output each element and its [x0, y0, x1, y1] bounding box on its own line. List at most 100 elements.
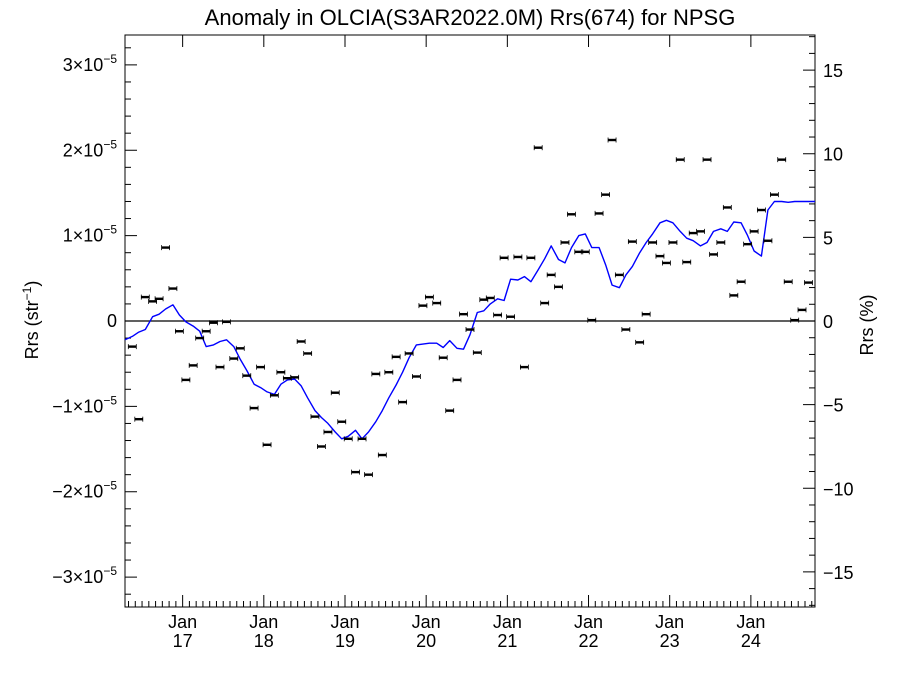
data-point-marker — [615, 273, 624, 277]
data-point — [506, 314, 515, 320]
data-point — [682, 259, 692, 265]
x-tick-year-label: 21 — [497, 631, 517, 651]
y-tick-label: −3×10−5 — [52, 564, 117, 587]
data-point — [310, 414, 320, 420]
data-point-marker — [181, 378, 190, 382]
data-point-marker — [567, 213, 576, 216]
data-point-marker — [601, 193, 610, 196]
data-point — [540, 300, 550, 306]
data-point — [662, 260, 671, 266]
data-point — [364, 472, 373, 478]
data-point — [567, 211, 576, 217]
data-point-marker — [195, 336, 204, 340]
data-point — [256, 364, 265, 370]
data-point — [722, 204, 732, 210]
data-point — [560, 239, 570, 245]
data-point — [485, 295, 495, 301]
data-point — [181, 377, 191, 383]
y-tick-label: 0 — [107, 311, 117, 331]
data-point-marker — [250, 406, 259, 410]
data-point-marker — [222, 320, 231, 324]
data-point-marker — [635, 341, 644, 344]
y-tick-exponent: −5 — [103, 137, 117, 151]
data-point-marker — [790, 318, 799, 322]
data-point — [235, 345, 245, 351]
data-point-marker — [784, 280, 793, 283]
y-tick-mantissa: −2×10 — [52, 482, 103, 502]
y-axis-label-sup: −1 — [20, 286, 34, 300]
data-point-marker — [351, 470, 360, 474]
data-point-marker — [513, 255, 522, 259]
data-point — [290, 374, 300, 380]
data-point — [783, 279, 793, 285]
data-point — [140, 294, 150, 300]
data-point — [554, 284, 563, 290]
x-tick-month-label: Jan — [412, 612, 441, 632]
data-point-marker — [526, 256, 535, 260]
data-points-series — [127, 137, 813, 478]
x-tick-year-label: 23 — [660, 631, 680, 651]
data-point — [797, 307, 807, 313]
data-point — [519, 364, 529, 370]
data-point — [729, 292, 739, 298]
data-point-marker — [798, 308, 807, 312]
data-point — [161, 245, 170, 251]
x-tick-year-label: 17 — [173, 631, 193, 651]
y2-tick-label: −10 — [823, 479, 854, 499]
data-point — [546, 272, 556, 278]
data-point — [499, 255, 509, 261]
data-point-marker — [682, 260, 691, 264]
data-point-marker — [479, 298, 488, 301]
data-point — [580, 249, 590, 255]
data-point — [384, 369, 394, 375]
data-point-marker — [323, 430, 332, 434]
data-point-marker — [743, 242, 752, 246]
data-point-marker — [371, 372, 380, 376]
y2-tick-label: −5 — [823, 396, 844, 416]
data-point-marker — [621, 328, 630, 331]
smoothed-line-series — [124, 200, 815, 440]
data-point-marker — [703, 158, 712, 161]
data-point-marker — [344, 437, 353, 441]
data-point-marker — [263, 443, 272, 446]
x-tick-year-label: 18 — [254, 631, 274, 651]
y-tick-mantissa: 0 — [107, 311, 117, 331]
data-point-marker — [161, 246, 170, 249]
data-point-marker — [310, 415, 319, 418]
data-point-marker — [750, 230, 759, 233]
data-point — [614, 272, 624, 278]
data-point-marker — [418, 304, 427, 307]
x-tick-year-label: 19 — [335, 631, 355, 651]
axes: 3×10−52×10−51×10−50−1×10−5−2×10−5−3×10−5… — [52, 34, 854, 651]
data-point-marker — [378, 453, 387, 457]
y-tick-exponent: −5 — [103, 564, 117, 578]
data-point-marker — [283, 377, 292, 380]
data-point-marker — [459, 312, 468, 316]
data-point-marker — [276, 371, 285, 374]
data-point — [432, 300, 442, 306]
data-point — [627, 239, 637, 245]
smoothed-line — [124, 200, 815, 440]
y-tick-exponent: −5 — [103, 393, 117, 407]
y-tick-label: 1×10−5 — [63, 223, 118, 246]
data-point-marker — [398, 400, 407, 404]
data-point — [493, 312, 503, 318]
data-point — [317, 443, 326, 449]
data-point — [804, 280, 813, 286]
y-tick-label: 3×10−5 — [63, 52, 118, 75]
data-point-marker — [486, 296, 495, 300]
data-point — [404, 350, 414, 356]
data-point — [377, 452, 387, 458]
data-point-marker — [737, 280, 746, 283]
data-point — [459, 311, 468, 317]
data-point — [168, 286, 178, 292]
data-point — [201, 328, 211, 334]
data-point-marker — [655, 254, 664, 258]
data-point — [736, 279, 746, 285]
data-point — [668, 239, 678, 245]
y-tick-mantissa: −1×10 — [52, 396, 103, 416]
data-point — [269, 392, 279, 398]
data-point — [222, 319, 231, 325]
data-point — [412, 373, 421, 379]
data-point — [249, 405, 259, 411]
